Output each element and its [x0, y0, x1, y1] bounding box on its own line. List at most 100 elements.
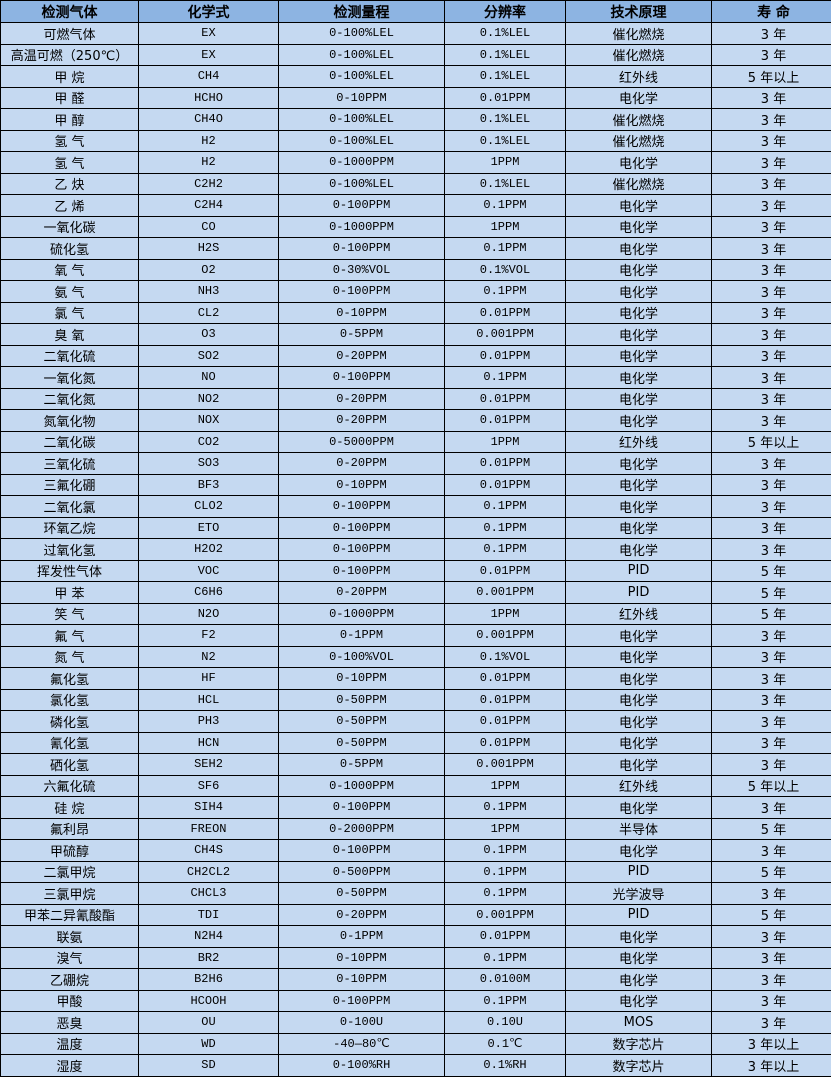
cell-principle: MOS — [566, 1012, 712, 1034]
cell-gas-name: 氟利昂 — [1, 818, 139, 840]
cell-resolution: 0.01PPM — [445, 453, 566, 475]
cell-lifespan: 3 年 — [712, 87, 831, 109]
cell-principle: 电化学 — [566, 324, 712, 346]
cell-lifespan: 3 年 — [712, 173, 831, 195]
cell-resolution: 0.1%LEL — [445, 23, 566, 45]
cell-resolution: 0.01PPM — [445, 410, 566, 432]
cell-gas-name: 氮氧化物 — [1, 410, 139, 432]
cell-gas-name: 乙 炔 — [1, 173, 139, 195]
cell-range: 0-10PPM — [279, 969, 445, 991]
cell-range: 0-100PPM — [279, 517, 445, 539]
cell-principle: PID — [566, 560, 712, 582]
cell-resolution: 0.1PPM — [445, 238, 566, 260]
cell-formula: OU — [139, 1012, 279, 1034]
cell-gas-name: 氯化氢 — [1, 689, 139, 711]
cell-gas-name: 硫化氢 — [1, 238, 139, 260]
cell-resolution: 0.0100M — [445, 969, 566, 991]
cell-principle: 半导体 — [566, 818, 712, 840]
cell-resolution: 0.1PPM — [445, 861, 566, 883]
cell-range: 0-1000PPM — [279, 775, 445, 797]
cell-lifespan: 3 年 — [712, 44, 831, 66]
cell-gas-name: 二氧化氮 — [1, 388, 139, 410]
cell-formula: H2 — [139, 130, 279, 152]
cell-range: 0-100%LEL — [279, 66, 445, 88]
cell-gas-name: 一氧化氮 — [1, 367, 139, 389]
cell-resolution: 0.1PPM — [445, 517, 566, 539]
cell-range: 0-10PPM — [279, 302, 445, 324]
cell-gas-name: 三氧化硫 — [1, 453, 139, 475]
cell-lifespan: 3 年 — [712, 367, 831, 389]
header-formula: 化学式 — [139, 1, 279, 23]
cell-gas-name: 氟化氢 — [1, 668, 139, 690]
cell-principle: 电化学 — [566, 926, 712, 948]
cell-principle: 电化学 — [566, 517, 712, 539]
cell-formula: HF — [139, 668, 279, 690]
cell-range: 0-2000PPM — [279, 818, 445, 840]
cell-gas-name: 温度 — [1, 1033, 139, 1055]
cell-principle: 电化学 — [566, 216, 712, 238]
cell-formula: CO2 — [139, 431, 279, 453]
cell-gas-name: 可燃气体 — [1, 23, 139, 45]
cell-gas-name: 甲酸 — [1, 990, 139, 1012]
cell-resolution: 0.01PPM — [445, 302, 566, 324]
cell-lifespan: 3 年 — [712, 388, 831, 410]
cell-principle: 电化学 — [566, 195, 712, 217]
cell-lifespan: 5 年以上 — [712, 775, 831, 797]
cell-lifespan: 3 年 — [712, 496, 831, 518]
cell-principle: 电化学 — [566, 732, 712, 754]
cell-gas-name: 二氯甲烷 — [1, 861, 139, 883]
cell-formula: CO — [139, 216, 279, 238]
cell-resolution: 0.1PPM — [445, 883, 566, 905]
cell-lifespan: 3 年 — [712, 840, 831, 862]
cell-lifespan: 3 年 — [712, 732, 831, 754]
cell-formula: CH2CL2 — [139, 861, 279, 883]
cell-range: 0-30%VOL — [279, 259, 445, 281]
cell-lifespan: 5 年以上 — [712, 66, 831, 88]
cell-formula: B2H6 — [139, 969, 279, 991]
cell-range: -40—80℃ — [279, 1033, 445, 1055]
cell-gas-name: 一氧化碳 — [1, 216, 139, 238]
cell-gas-name: 乙 烯 — [1, 195, 139, 217]
cell-lifespan: 3 年 — [712, 754, 831, 776]
cell-range: 0-100%VOL — [279, 646, 445, 668]
cell-gas-name: 二氧化硫 — [1, 345, 139, 367]
cell-gas-name: 六氟化硫 — [1, 775, 139, 797]
cell-range: 0-100%LEL — [279, 44, 445, 66]
cell-formula: C2H2 — [139, 173, 279, 195]
header-row: 检测气体 化学式 检测量程 分辨率 技术原理 寿 命 — [1, 1, 831, 23]
cell-lifespan: 3 年 — [712, 238, 831, 260]
cell-principle: 电化学 — [566, 453, 712, 475]
cell-lifespan: 3 年 — [712, 689, 831, 711]
cell-lifespan: 5 年 — [712, 818, 831, 840]
cell-gas-name: 氰化氢 — [1, 732, 139, 754]
cell-resolution: 0.1%VOL — [445, 259, 566, 281]
cell-range: 0-100PPM — [279, 496, 445, 518]
cell-principle: 催化燃烧 — [566, 23, 712, 45]
cell-principle: 电化学 — [566, 689, 712, 711]
cell-principle: 电化学 — [566, 947, 712, 969]
cell-lifespan: 3 年 — [712, 216, 831, 238]
cell-gas-name: 过氧化氢 — [1, 539, 139, 561]
cell-range: 0-100PPM — [279, 560, 445, 582]
cell-formula: SO3 — [139, 453, 279, 475]
cell-resolution: 1PPM — [445, 152, 566, 174]
cell-gas-name: 硒化氢 — [1, 754, 139, 776]
cell-resolution: 0.1℃ — [445, 1033, 566, 1055]
